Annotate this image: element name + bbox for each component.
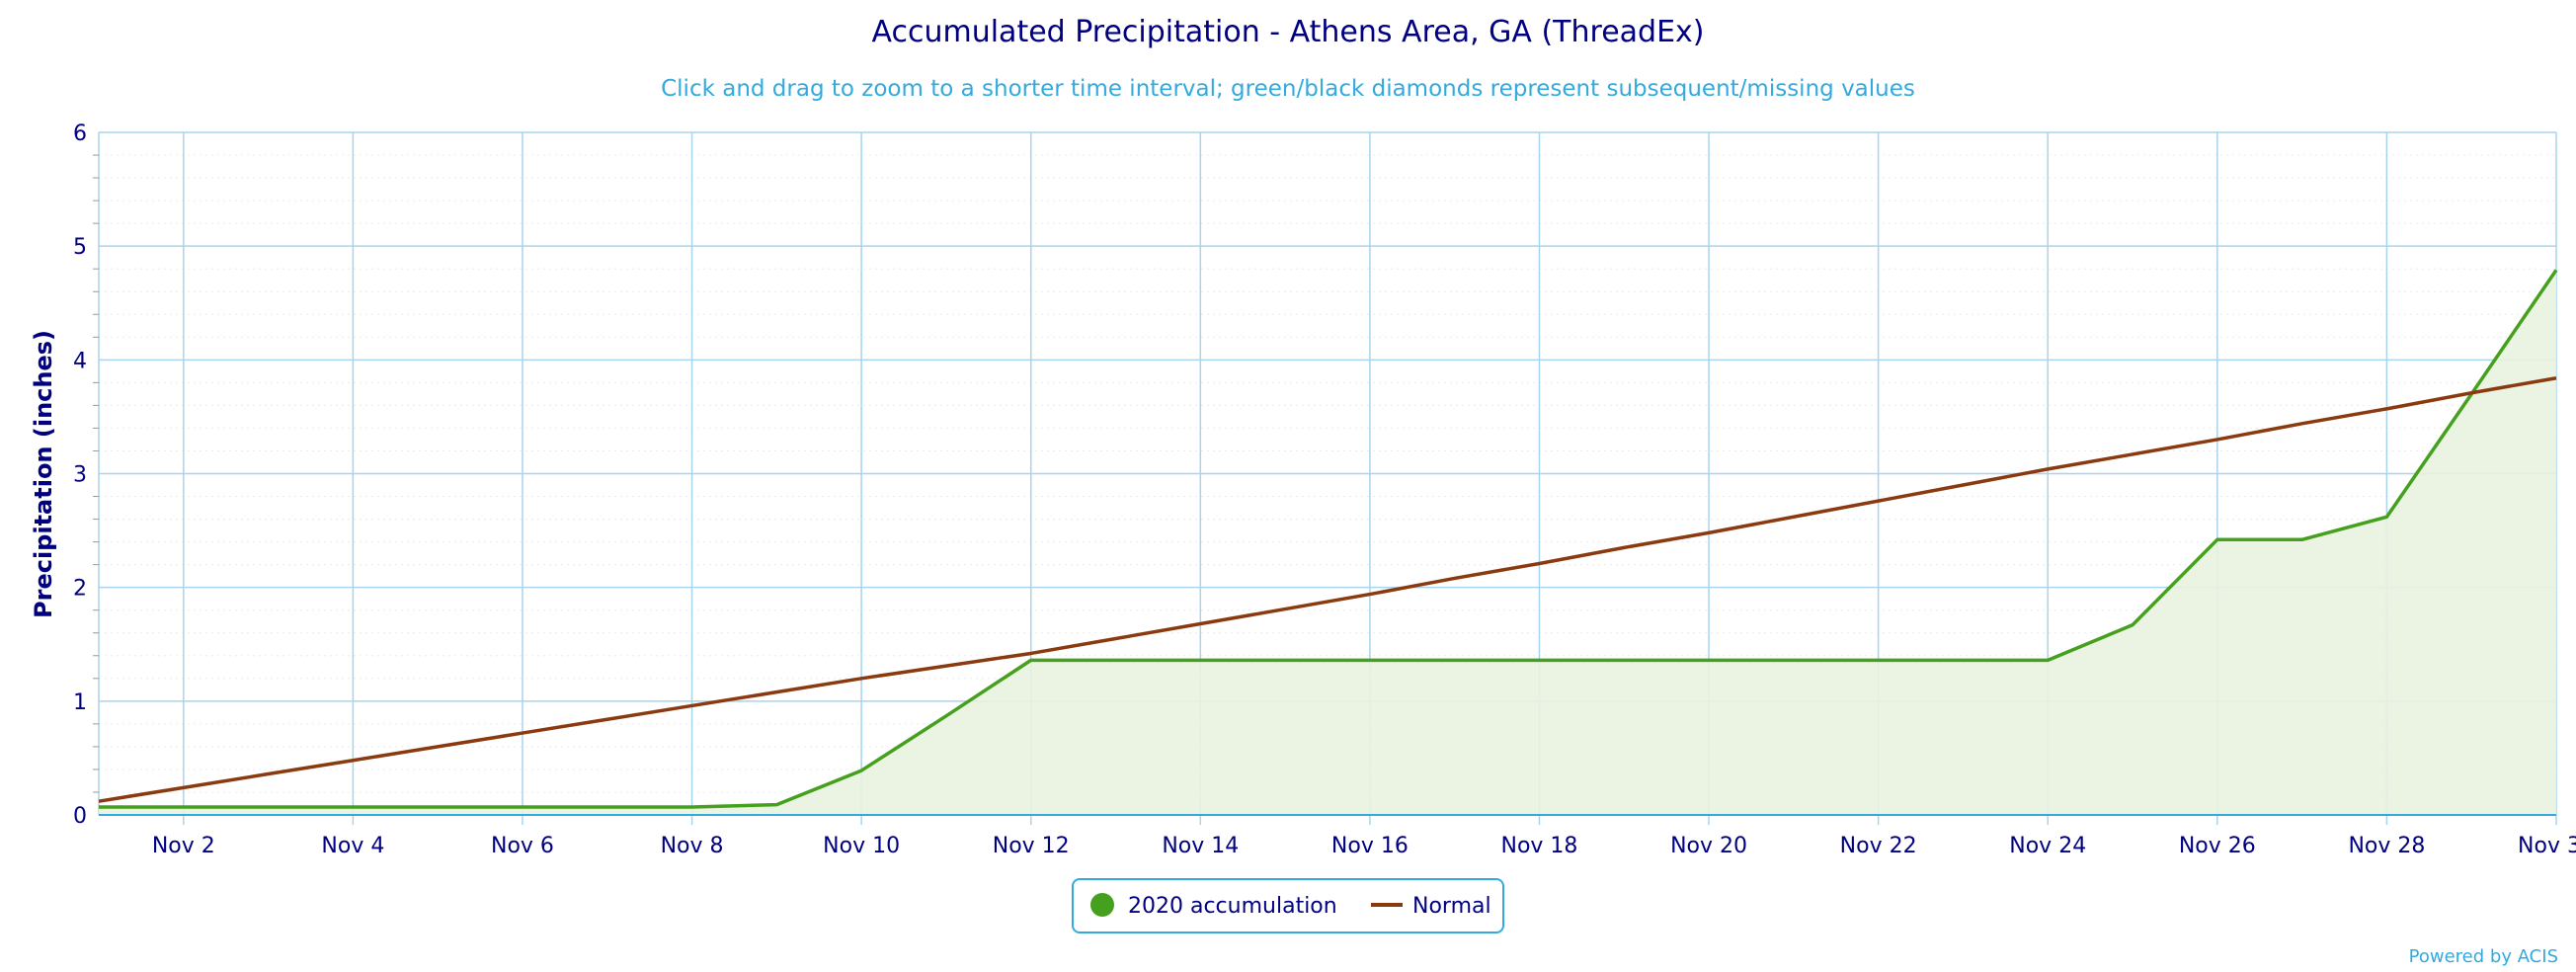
y-axis-label: Precipitation (inches) bbox=[30, 330, 57, 618]
series-line-2020-accumulation bbox=[99, 269, 2558, 809]
x-tick-label: Nov 12 bbox=[993, 834, 1070, 858]
axes: 0 1 2 3 4 5 6 Nov 2 Nov 4 Nov 6 Nov 8 Nov 10 Nov 12 N… bbox=[73, 122, 2576, 858]
x-tick-label: Nov 16 bbox=[1331, 834, 1409, 858]
legend-label-2020-accumulation: 2020 accumulation bbox=[1128, 894, 1337, 919]
chart-subtitle: Click and drag to zoom to a shorter time… bbox=[661, 76, 1915, 102]
x-tick-label: Nov 24 bbox=[2009, 834, 2086, 858]
x-tick-label: Nov 28 bbox=[2348, 834, 2425, 858]
x-tick-label: Nov 8 bbox=[661, 834, 724, 858]
chart-title: Accumulated Precipitation - Athens Area,… bbox=[871, 15, 1704, 49]
x-tick-label: Nov 30 bbox=[2518, 834, 2576, 858]
y-tick-label: 0 bbox=[73, 804, 87, 829]
x-tick-label: Nov 10 bbox=[823, 834, 900, 858]
legend-item-normal[interactable]: Normal bbox=[1371, 894, 1491, 919]
x-tick-label: Nov 22 bbox=[1840, 834, 1917, 858]
x-tick-label: Nov 2 bbox=[152, 834, 215, 858]
y-tick-label: 4 bbox=[73, 349, 87, 373]
x-tick-label: Nov 20 bbox=[1670, 834, 1747, 858]
series-line-normal bbox=[98, 376, 2557, 803]
x-tick-label: Nov 18 bbox=[1501, 834, 1578, 858]
legend-label-normal: Normal bbox=[1412, 894, 1491, 919]
line-layer bbox=[98, 269, 2558, 809]
legend-item-2020-accumulation[interactable]: 2020 accumulation bbox=[1090, 893, 1337, 919]
series-area-2020-accumulation bbox=[99, 270, 2556, 815]
y-tick-label: 1 bbox=[73, 690, 87, 715]
legend[interactable]: 2020 accumulation Normal bbox=[1072, 878, 1504, 933]
credits-link[interactable]: Powered by ACIS bbox=[2409, 946, 2558, 967]
x-tick-label: Nov 14 bbox=[1162, 834, 1239, 858]
x-tick-label: Nov 4 bbox=[321, 834, 384, 858]
x-tick-label: Nov 26 bbox=[2179, 834, 2256, 858]
y-tick-label: 6 bbox=[73, 122, 87, 146]
x-tick-label: Nov 6 bbox=[491, 834, 554, 858]
legend-marker-2020-accumulation bbox=[1090, 893, 1114, 917]
legend-box bbox=[1072, 878, 1504, 933]
y-tick-label: 5 bbox=[73, 235, 87, 260]
y-tick-label: 3 bbox=[73, 463, 87, 488]
area-layer bbox=[99, 270, 2556, 815]
y-tick-label: 2 bbox=[73, 577, 87, 602]
